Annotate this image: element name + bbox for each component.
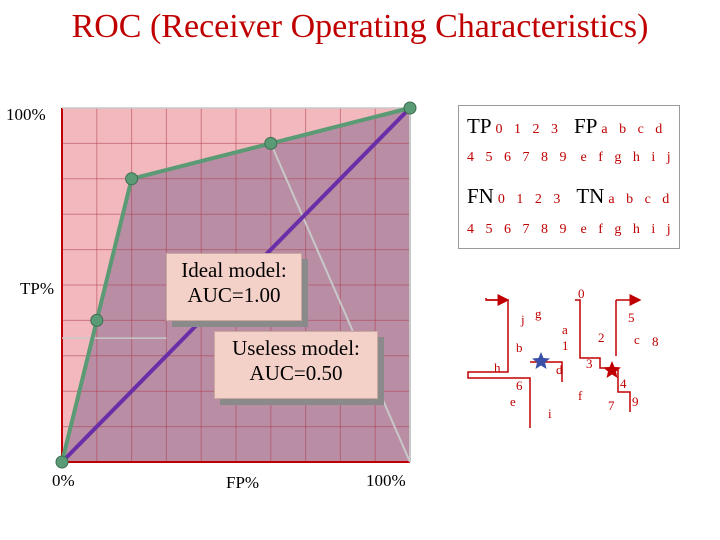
distribution-label: j bbox=[520, 312, 525, 327]
tn-values: a b c d bbox=[608, 192, 674, 207]
fn-values: 0 1 2 3 bbox=[497, 192, 565, 207]
roc-point bbox=[55, 455, 69, 469]
matrix-row-tp-fp: TP 0 1 2 3 FP a b c d bbox=[467, 114, 666, 139]
distribution-label: d bbox=[556, 362, 563, 377]
ideal-model-line2: AUC=1.00 bbox=[187, 283, 281, 307]
tn-values-row4: e f g h i j bbox=[580, 222, 675, 237]
distribution-label: 9 bbox=[632, 394, 639, 409]
roc-point bbox=[125, 172, 139, 186]
distribution-label: b bbox=[516, 340, 523, 355]
ideal-model-line1: Ideal model: bbox=[181, 258, 287, 282]
tp-values-row2: 4 5 6 7 8 9 bbox=[467, 150, 571, 165]
matrix-row-fn-tn: FN 0 1 2 3 TN a b c d bbox=[467, 184, 673, 209]
x-tick-max: 100% bbox=[366, 471, 406, 490]
tp-label: TP bbox=[467, 114, 492, 138]
useless-model-line2: AUC=0.50 bbox=[249, 361, 343, 385]
fp-label: FP bbox=[574, 114, 598, 138]
distribution-label: e bbox=[510, 394, 516, 409]
distribution-label: 0 bbox=[578, 286, 585, 301]
positive-distribution-line bbox=[575, 299, 631, 412]
useless-model-line1: Useless model: bbox=[232, 336, 360, 360]
matrix-row-4: 4 5 6 7 8 9 e f g h i j bbox=[467, 220, 675, 238]
distribution-label: 6 bbox=[516, 378, 523, 393]
page-title: ROC (Receiver Operating Characteristics) bbox=[71, 8, 649, 45]
distribution-label: g bbox=[535, 306, 542, 321]
matrix-row-2: 4 5 6 7 8 9 e f g h i j bbox=[467, 148, 675, 166]
roc-point bbox=[90, 313, 104, 327]
roc-point bbox=[403, 101, 417, 115]
y-tick-max: 100% bbox=[6, 105, 46, 124]
tn-label: TN bbox=[576, 184, 605, 208]
distribution-label: a bbox=[562, 322, 568, 337]
distribution-label: 7 bbox=[608, 398, 615, 413]
distribution-label: 1 bbox=[562, 338, 569, 353]
confusion-matrix: TP 0 1 2 3 FP a b c d 4 5 6 7 8 9 e f g … bbox=[458, 105, 680, 249]
ideal-model-callout: Ideal model: AUC=1.00 bbox=[166, 253, 302, 321]
distribution-label: 4 bbox=[620, 376, 627, 391]
y-axis-label: TP% bbox=[20, 279, 54, 298]
distribution-label: 3 bbox=[586, 356, 593, 371]
fp-values: a b c d bbox=[601, 122, 667, 137]
distribution-label: h bbox=[494, 360, 501, 375]
x-tick-min: 0% bbox=[52, 471, 75, 490]
roc-point bbox=[264, 136, 278, 150]
x-axis-label: FP% bbox=[226, 473, 259, 492]
score-distribution-diagram: j g 0 5 a 2 1 b c 8 3 h d 6 4 e f 9 7 i bbox=[467, 286, 659, 428]
fn-values-row4: 4 5 6 7 8 9 bbox=[467, 222, 571, 237]
distribution-label: c bbox=[634, 332, 640, 347]
decorative-stroke bbox=[269, 142, 411, 463]
fn-label: FN bbox=[467, 184, 494, 208]
threshold-star-red-icon bbox=[603, 361, 621, 378]
distribution-label: 2 bbox=[598, 330, 605, 345]
distribution-label: f bbox=[578, 388, 583, 403]
distribution-label: 8 bbox=[652, 334, 659, 349]
tp-values: 0 1 2 3 bbox=[495, 122, 563, 137]
fp-values-row2: e f g h i j bbox=[580, 150, 675, 165]
distribution-label: 5 bbox=[628, 310, 635, 325]
distribution-label: i bbox=[548, 406, 552, 421]
threshold-star-blue-icon bbox=[532, 352, 550, 369]
useless-model-callout: Useless model: AUC=0.50 bbox=[214, 331, 378, 399]
